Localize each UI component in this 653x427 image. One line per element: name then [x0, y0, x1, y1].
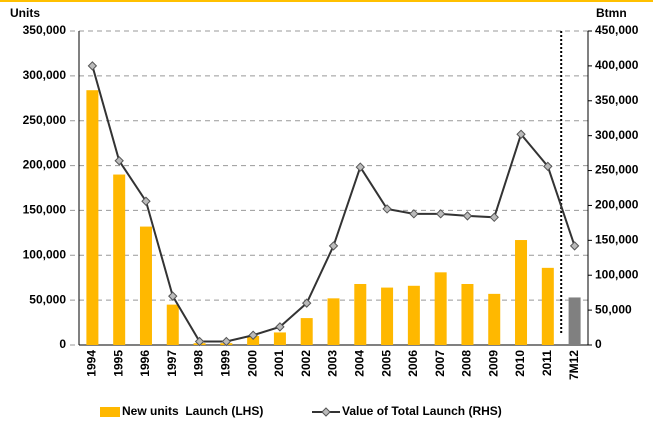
bar: [515, 240, 528, 345]
line-marker: [141, 196, 151, 206]
line-marker: [194, 336, 205, 347]
bar: [247, 336, 260, 345]
line-marker: [435, 209, 446, 219]
x-tick-label: 2000: [245, 350, 259, 377]
bar: [461, 283, 474, 345]
bar: [139, 226, 152, 345]
line-marker: [516, 129, 526, 139]
x-tick-label: 2011: [540, 350, 554, 376]
line-marker: [328, 241, 339, 251]
bar: [86, 90, 99, 345]
bar: [568, 297, 581, 345]
line-marker: [168, 291, 178, 301]
line-marker: [302, 298, 312, 308]
x-tick-label: 1998: [192, 350, 206, 377]
x-tick-label: 1999: [219, 350, 233, 377]
line-marker: [382, 204, 392, 214]
bar: [327, 298, 340, 345]
bar: [113, 174, 126, 345]
bar: [434, 272, 447, 345]
line-marker: [221, 336, 232, 347]
line-marker: [275, 322, 285, 332]
x-tick-label: 2006: [406, 350, 420, 377]
x-tick-label: 2001: [272, 350, 286, 377]
x-tick-label: 1997: [165, 350, 179, 377]
y-tick-label: 50,000: [29, 292, 66, 306]
x-tick-label: 1995: [111, 350, 125, 377]
line-marker: [462, 211, 473, 221]
line-marker: [87, 61, 98, 71]
y-tick-label: 0: [59, 337, 66, 351]
y-axis-title: Units: [10, 6, 40, 20]
bar: [273, 332, 286, 345]
y-tick-label: 150,000: [23, 203, 67, 217]
y-tick-label: 350,000: [23, 23, 67, 37]
y2-tick-label: 350,000: [595, 93, 639, 107]
x-tick-label: 2007: [433, 350, 447, 377]
x-tick-label: 7M12: [567, 350, 581, 380]
x-tick-label: 2008: [460, 350, 474, 377]
x-tick-label: 1994: [85, 350, 99, 377]
bar: [381, 287, 394, 345]
bar: [488, 293, 501, 345]
y2-tick-label: 50,000: [595, 302, 632, 316]
y2-tick-label: 150,000: [595, 233, 639, 247]
x-tick-label: 2003: [326, 350, 340, 377]
y-tick-label: 250,000: [23, 113, 67, 127]
y2-tick-label: 100,000: [595, 267, 639, 281]
x-tick-label: 2005: [379, 350, 393, 377]
line-marker: [114, 156, 124, 166]
x-tick-label: 2010: [513, 350, 527, 377]
y-tick-label: 300,000: [23, 68, 67, 82]
legend-label: Value of Total Launch (RHS): [342, 404, 502, 418]
y-tick-label: 200,000: [23, 158, 67, 172]
legend-label: New units Launch (LHS): [122, 404, 263, 418]
legend-swatch: [100, 407, 120, 417]
line-marker: [543, 161, 553, 172]
bar: [541, 267, 554, 345]
legend-marker: [321, 407, 331, 417]
y2-tick-label: 0: [595, 337, 602, 351]
bar: [407, 285, 420, 345]
y2-axis-title: Btmn: [596, 6, 627, 20]
x-tick-label: 2004: [352, 350, 366, 377]
y2-tick-label: 300,000: [595, 128, 639, 142]
line-marker: [409, 209, 419, 219]
line-marker: [248, 330, 258, 340]
bar: [354, 283, 367, 345]
y2-tick-label: 200,000: [595, 198, 639, 212]
y2-tick-label: 250,000: [595, 163, 639, 177]
line-marker: [489, 212, 499, 223]
bar: [166, 304, 179, 345]
y2-tick-label: 450,000: [595, 23, 639, 37]
x-tick-label: 2002: [299, 350, 313, 377]
line-marker: [569, 241, 580, 251]
y2-tick-label: 400,000: [595, 58, 639, 72]
bar: [300, 318, 313, 345]
x-tick-label: 1996: [138, 350, 152, 377]
y-tick-label: 100,000: [23, 247, 67, 261]
x-tick-label: 2009: [486, 350, 500, 377]
line-marker: [355, 162, 365, 172]
